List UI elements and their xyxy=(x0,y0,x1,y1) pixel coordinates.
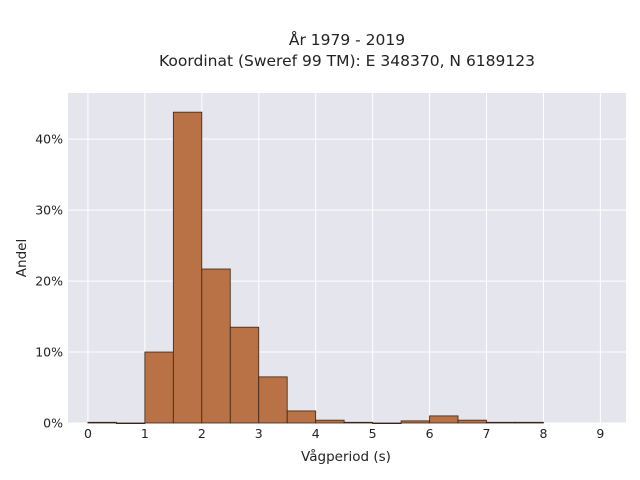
histogram-bar-0 xyxy=(87,421,117,424)
x-tick-label: 3 xyxy=(255,426,263,441)
histogram-bar-6 xyxy=(258,376,288,424)
x-axis-ticks: 0 1 2 3 4 5 6 7 8 9 xyxy=(84,426,604,441)
x-tick-label: 7 xyxy=(483,426,491,441)
histogram-bar-12 xyxy=(429,415,459,424)
chart-title-line1: År 1979 - 2019 xyxy=(289,30,405,49)
x-tick-label: 8 xyxy=(539,426,547,441)
chart-title-line2: Koordinat (Sweref 99 TM): E 348370, N 61… xyxy=(159,52,535,70)
histogram-bar-3 xyxy=(172,111,203,424)
histogram-bar-11 xyxy=(400,420,430,424)
y-axis-label: Andel xyxy=(14,239,30,277)
x-tick-label: 9 xyxy=(596,426,604,441)
x-tick-label: 4 xyxy=(312,426,320,441)
histogram-bar-1 xyxy=(115,422,146,425)
histogram-bar-10 xyxy=(372,422,402,425)
x-tick-label: 5 xyxy=(369,426,377,441)
x-tick-label: 6 xyxy=(426,426,434,441)
x-tick-label: 1 xyxy=(141,426,149,441)
y-tick-label: 40% xyxy=(35,132,63,147)
histogram-bar-4 xyxy=(201,268,231,424)
y-tick-label: 30% xyxy=(35,203,63,218)
histogram-bar-2 xyxy=(144,351,174,424)
y-axis-ticks: 0% 10% 20% 30% 40% xyxy=(35,132,63,431)
y-tick-label: 0% xyxy=(43,416,63,431)
histogram-bar-8 xyxy=(315,419,345,424)
y-tick-label: 10% xyxy=(35,345,63,360)
bars xyxy=(87,111,544,425)
histogram-bar-7 xyxy=(286,410,317,424)
histogram-bar-9 xyxy=(343,421,374,424)
histogram-bar-13 xyxy=(457,419,487,424)
x-axis-label: Vågperiod (s) xyxy=(301,448,391,465)
histogram-bar-15 xyxy=(514,421,544,424)
x-tick-label: 2 xyxy=(198,426,206,441)
histogram-bar-14 xyxy=(486,421,516,424)
histogram-bar-5 xyxy=(229,326,260,424)
y-tick-label: 20% xyxy=(35,274,63,289)
x-tick-label: 0 xyxy=(84,426,92,441)
